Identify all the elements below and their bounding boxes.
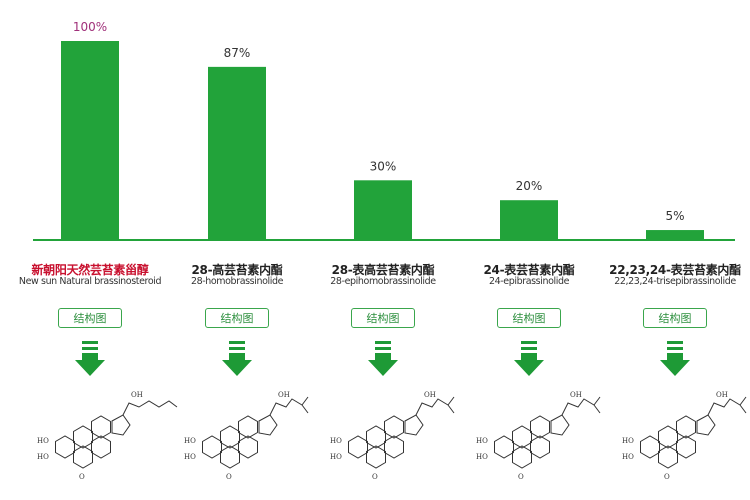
- atom-label: HO: [622, 453, 634, 461]
- molecular-structure-1: HO HO O OH: [37, 391, 178, 481]
- molecular-structure-2: HO HO O OH: [184, 391, 309, 481]
- structure-diagram-button[interactable]: 结构图: [643, 308, 707, 328]
- atom-label: HO: [184, 437, 196, 445]
- category-label-cn: 28-表高芸苔素内酯: [331, 263, 435, 277]
- molecular-structure-3: HO HO O OH: [330, 391, 455, 481]
- category-label-en: 28-epihomobrassinolide: [330, 276, 436, 287]
- down-arrow-icon: [75, 341, 105, 376]
- molecular-structure-5: HO HO O OH: [622, 391, 747, 481]
- data-label-3: 30%: [370, 159, 397, 173]
- data-label-2: 87%: [224, 46, 251, 60]
- category-label-cn: 28-高芸苔素内酯: [191, 263, 283, 277]
- atom-label: HO: [476, 437, 488, 445]
- molecular-structure-4: HO HO O OH: [476, 391, 601, 481]
- category-label-cn: 22,23,24-表芸苔素内酯: [609, 263, 741, 277]
- bar-2: [208, 66, 266, 241]
- down-arrow-icon: [368, 341, 398, 376]
- atom-label: HO: [184, 453, 196, 461]
- down-arrow-icon: [514, 341, 544, 376]
- category-label-cn: 24-表芸苔素内酯: [483, 263, 575, 277]
- atom-label: OH: [570, 391, 582, 399]
- down-arrow-icon: [660, 341, 690, 376]
- structure-diagram-button[interactable]: 结构图: [58, 308, 122, 328]
- atom-label: O: [226, 473, 232, 481]
- atom-label: HO: [37, 437, 49, 445]
- bar-1: [61, 41, 119, 240]
- atom-label: OH: [716, 391, 728, 399]
- data-label-5: 5%: [665, 209, 684, 223]
- atom-label: OH: [424, 391, 436, 399]
- category-label-en: 24-epibrassinolide: [488, 276, 570, 287]
- bar-5: [646, 230, 704, 240]
- data-label-4: 20%: [516, 179, 543, 193]
- bar-3: [354, 180, 412, 240]
- atom-label: OH: [131, 391, 143, 399]
- atom-label: O: [79, 473, 85, 481]
- structure-diagram-button[interactable]: 结构图: [351, 308, 415, 328]
- atom-label: HO: [330, 437, 342, 445]
- atom-label: HO: [37, 453, 49, 461]
- bar-4: [500, 200, 558, 240]
- category-label-cn: 新朝阳天然芸苔素甾醇: [31, 263, 149, 277]
- atom-label: HO: [330, 453, 342, 461]
- down-arrow-icon: [222, 341, 252, 376]
- category-label-en: 28-homobrassinolide: [190, 276, 284, 287]
- atom-label: O: [372, 473, 378, 481]
- atom-label: HO: [622, 437, 634, 445]
- atom-label: O: [664, 473, 670, 481]
- structure-diagram-button[interactable]: 结构图: [497, 308, 561, 328]
- atom-label: HO: [476, 453, 488, 461]
- data-label-1: 100%: [73, 20, 107, 34]
- atom-label: OH: [278, 391, 290, 399]
- structure-diagram-button[interactable]: 结构图: [205, 308, 269, 328]
- category-label-en: 22,23,24-trisepibrassinolide: [614, 276, 736, 287]
- category-label-en: New sun Natural brassinosteroid: [18, 276, 162, 287]
- atom-label: O: [518, 473, 524, 481]
